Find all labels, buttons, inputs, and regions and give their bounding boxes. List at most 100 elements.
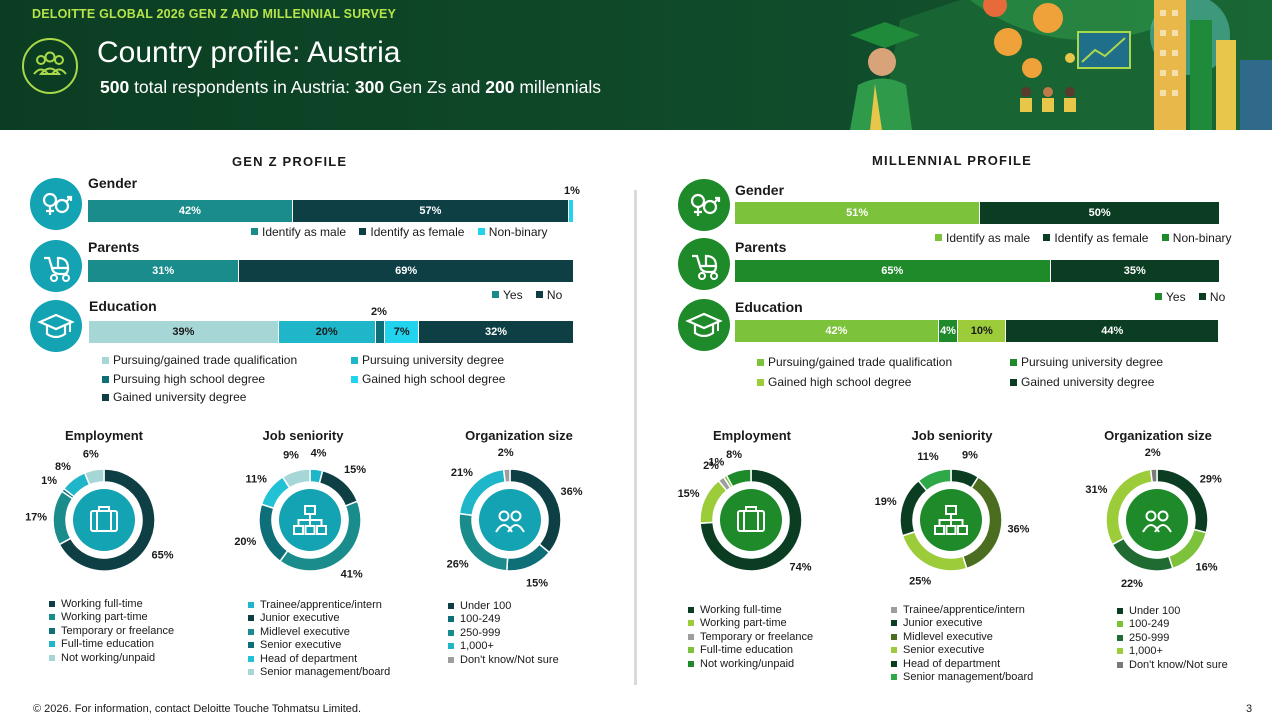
legend-item: Working full-time [49, 597, 174, 611]
bar-segment: 35% [1049, 260, 1219, 282]
donut-slice [725, 468, 752, 488]
briefcase-icon [720, 489, 782, 551]
millennial-profile-title: MILLENNIAL PROFILE [872, 153, 1033, 168]
donut-slice [699, 468, 803, 572]
people-icon-glyph [495, 510, 525, 533]
mill-gender-bar: 51% 50% [735, 202, 1219, 224]
legend-item: Junior executive [891, 617, 1033, 631]
slice-value-label: 15% [344, 464, 366, 476]
slice-value-label: 9% [962, 450, 978, 462]
slice-value-label: 22% [1121, 578, 1143, 590]
slice-value-label: 8% [55, 461, 71, 473]
legend-item: Pursuing/gained trade qualification [757, 355, 952, 369]
slice-value-label: 8% [726, 449, 742, 461]
legend-item: Temporary or freelance [688, 630, 813, 644]
genz-gender-label: Gender [88, 175, 138, 191]
mill-seniority-title: Job seniority [911, 428, 993, 443]
genz-gender-legend: Identify as male Identify as female Non-… [251, 224, 548, 239]
slice-value-label: 36% [1007, 524, 1029, 536]
legend-item: Gained high school degree [351, 372, 505, 386]
legend-item: Head of department [248, 652, 390, 666]
legend-item: Senior executive [248, 639, 390, 653]
legend-item: Gained university degree [102, 390, 246, 404]
donut-slice [917, 468, 952, 492]
slice-value-label: 65% [152, 550, 174, 562]
genz-orgsize-legend: Under 100 100-249 250-999 1,000+ Don't know/… [448, 599, 559, 667]
legend-item: Under 100 [448, 599, 559, 613]
bar-segment: 50% [979, 202, 1219, 224]
people-icon [1126, 489, 1188, 551]
page-subtitle: 500 total respondents in Austria: 300 Ge… [100, 77, 601, 98]
genz-seniority-legend: Trainee/apprentice/intern Junior executiv… [248, 598, 390, 679]
people-icon [22, 38, 78, 94]
bar-segment: 4% [937, 320, 958, 342]
slice-value-label: 31% [1085, 484, 1107, 496]
mill-gender-label: Gender [735, 182, 785, 198]
graduation-cap-icon [30, 300, 82, 352]
slice-value-label: 1% [41, 475, 57, 487]
legend-item: Midlevel executive [891, 630, 1033, 644]
people-icon [479, 489, 541, 551]
slice-value-label: 17% [25, 512, 47, 524]
legend-item: Pursuing university degree [351, 353, 504, 367]
mill_seniority-donut: 9% 36% 25% 19% 11% [875, 450, 1030, 588]
bar-segment: 10% [957, 320, 1006, 342]
bar-segment: 39% [89, 321, 278, 343]
org-chart-icon-glyph [934, 505, 968, 535]
slice-value-label: 19% [875, 496, 897, 508]
genz-gender-bar: 42% 57% [88, 200, 573, 222]
legend-item: Identify as male [251, 225, 346, 239]
legend-item: Trainee/apprentice/intern [248, 598, 390, 612]
slice-value-label: 2% [498, 447, 514, 459]
legend-item: 100-249 [1117, 618, 1228, 632]
mill_orgsize-donut: 29% 16% 22% 31% 2% [1085, 447, 1222, 590]
legend-item: Junior executive [248, 612, 390, 626]
bar-segment: 7% [384, 321, 419, 343]
legend-item: Not working/unpaid [688, 657, 813, 671]
legend-item: Pursuing high school degree [102, 372, 265, 386]
genz-pursuing-hs-value: 2% [371, 306, 387, 318]
slice-value-label: 4% [311, 448, 327, 460]
slice-value-label: 15% [526, 577, 548, 589]
legend-item: 250-999 [1117, 631, 1228, 645]
slice-value-label: 29% [1200, 473, 1222, 485]
mill-orgsize-title: Organization size [1104, 428, 1212, 443]
header-illustration [850, 0, 1272, 130]
slice-value-label: 2% [1145, 447, 1161, 459]
slice-value-label: 25% [909, 576, 931, 588]
mill-education-bar: 42% 4% 10% 44% [735, 320, 1218, 342]
legend-item: Don't know/Not sure [1117, 658, 1228, 672]
legend-item: 1,000+ [448, 640, 559, 654]
subtitle-text-3: millennials [514, 77, 602, 97]
briefcase-icon-glyph [737, 506, 765, 532]
legend-item: Not working/unpaid [49, 651, 174, 665]
genz-employment-legend: Working full-time Working part-time Tempor… [49, 597, 174, 665]
legend-item: No [535, 288, 562, 302]
genz_seniority-donut: 4% 15% 41% 20% 11% 9% [234, 448, 366, 581]
mill-parents-legend: Yes No [1155, 289, 1225, 304]
legend-item: Head of department [891, 657, 1033, 671]
donut-slice [52, 490, 74, 546]
mill-parents-bar: 65% 35% [735, 260, 1219, 282]
mill-gender-legend: Identify as male Identify as female Non-… [935, 230, 1232, 245]
subtitle-text-2: Gen Zs and [384, 77, 486, 97]
legend-item: Working part-time [688, 617, 813, 631]
bar-segment [568, 200, 573, 222]
legend-item: 250-999 [448, 626, 559, 640]
genz-education-bar: 39% 20% 7% 32% [89, 321, 573, 343]
mill-employment-title: Employment [712, 428, 791, 443]
slice-value-label: 26% [447, 558, 469, 570]
gender-icon [30, 178, 82, 230]
legend-item: Senior executive [891, 644, 1033, 658]
legend-item: Working full-time [688, 603, 813, 617]
genz-employment-title: Employment [64, 428, 143, 443]
legend-item: Non-binary [1161, 231, 1232, 245]
legend-item: Temporary or freelance [49, 624, 174, 638]
legend-item: Under 100 [1117, 604, 1228, 618]
donut-slice [83, 468, 105, 486]
bar-segment: 31% [88, 260, 239, 282]
stroller-icon [30, 240, 82, 292]
slice-value-label: 2% [703, 460, 719, 472]
donut-slice [281, 468, 311, 489]
donut-slice [1149, 468, 1158, 484]
